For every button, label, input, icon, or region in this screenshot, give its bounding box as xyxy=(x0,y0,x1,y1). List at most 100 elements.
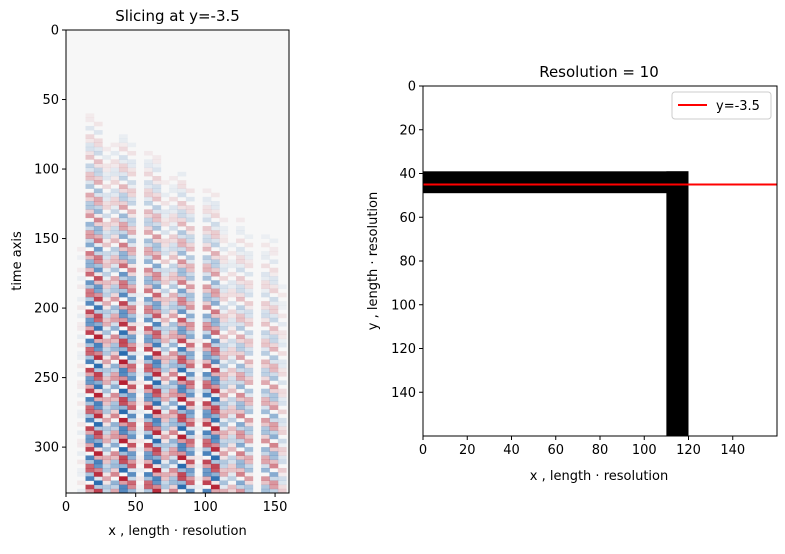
heatmap-cell xyxy=(144,284,153,290)
heatmap-cell xyxy=(219,480,229,486)
heatmap-cell xyxy=(185,413,195,419)
heatmap-cell xyxy=(227,301,237,306)
heatmap-cell xyxy=(127,267,137,273)
heatmap-cell xyxy=(269,284,279,290)
heatmap-cell xyxy=(102,417,111,423)
heatmap-cell xyxy=(202,442,212,448)
heatmap-cell xyxy=(160,434,170,440)
heatmap-cell xyxy=(219,355,229,360)
heatmap-cell xyxy=(118,484,128,490)
heatmap-cell xyxy=(169,392,178,398)
heatmap-cell xyxy=(152,376,162,381)
heatmap-cell xyxy=(261,467,270,473)
heatmap-cell xyxy=(177,221,187,227)
heatmap-cell xyxy=(202,376,212,381)
heatmap-cell xyxy=(152,271,162,277)
y-tick-label: 200 xyxy=(34,302,59,317)
heatmap-cell xyxy=(93,180,103,185)
heatmap-cell xyxy=(118,230,128,235)
heatmap-cell xyxy=(244,363,254,369)
heatmap-cell xyxy=(102,347,111,352)
heatmap-cell xyxy=(152,305,162,310)
heatmap-cell xyxy=(219,422,229,427)
heatmap-cell xyxy=(93,201,103,206)
heatmap-cell xyxy=(261,242,270,248)
heatmap-cell xyxy=(227,309,237,315)
heatmap-cell xyxy=(110,426,120,431)
heatmap-cell xyxy=(152,355,162,360)
heatmap-cell xyxy=(185,405,195,410)
heatmap-cell xyxy=(152,180,162,185)
heatmap-cell xyxy=(102,384,111,390)
heatmap-cell xyxy=(102,238,111,244)
heatmap-cell xyxy=(77,401,86,406)
heatmap-cell xyxy=(185,434,195,440)
heatmap-cell xyxy=(110,226,120,231)
heatmap-cell xyxy=(102,184,111,189)
heatmap-cell xyxy=(169,488,178,493)
heatmap-cell xyxy=(152,359,162,365)
heatmap-cell xyxy=(202,226,212,231)
heatmap-cell xyxy=(210,226,220,231)
heatmap-cell xyxy=(127,384,137,390)
heatmap-cell xyxy=(261,459,270,465)
heatmap-cell xyxy=(144,196,153,202)
heatmap-cell xyxy=(219,413,229,419)
heatmap-cell xyxy=(227,438,237,444)
heatmap-cell xyxy=(102,401,111,406)
heatmap-cell xyxy=(85,209,95,214)
heatmap-cell xyxy=(227,284,237,290)
heatmap-cell xyxy=(202,422,212,427)
heatmap-cell xyxy=(169,313,178,319)
heatmap-cell xyxy=(152,155,162,160)
heatmap-cell xyxy=(160,380,170,385)
heatmap-cell xyxy=(244,330,254,335)
heatmap-cell xyxy=(244,347,254,352)
vertical-waveguide-arm xyxy=(666,171,689,436)
heatmap-cell xyxy=(160,296,170,302)
heatmap-cell xyxy=(110,209,120,214)
heatmap-cell xyxy=(236,238,245,244)
heatmap-cell xyxy=(227,263,237,269)
heatmap-cell xyxy=(244,401,254,406)
heatmap-cell xyxy=(236,226,245,231)
heatmap-cell xyxy=(93,376,103,381)
heatmap-cell xyxy=(210,430,220,435)
heatmap-cell xyxy=(210,438,220,444)
heatmap-cell xyxy=(210,388,220,394)
heatmap-cell xyxy=(185,480,195,486)
heatmap-cell xyxy=(118,280,128,285)
heatmap-cell xyxy=(185,409,195,415)
heatmap-cell xyxy=(261,301,270,306)
heatmap-cell xyxy=(227,434,237,440)
heatmap-cell xyxy=(127,347,137,352)
heatmap-cell xyxy=(169,330,178,335)
heatmap-cell xyxy=(177,451,187,456)
heatmap-cell xyxy=(227,413,237,419)
heatmap-cell xyxy=(236,255,245,260)
heatmap-cell xyxy=(110,163,120,169)
heatmap-cell xyxy=(127,476,137,481)
heatmap-cell xyxy=(210,455,220,461)
heatmap-cell xyxy=(127,276,137,281)
left-y-axis-label: time axis xyxy=(10,231,25,291)
heatmap-cell xyxy=(144,355,153,360)
heatmap-cell xyxy=(210,347,220,352)
heatmap-cell xyxy=(102,430,111,435)
heatmap-cell xyxy=(219,305,229,310)
heatmap-cell xyxy=(93,434,103,440)
heatmap-cell xyxy=(261,288,270,294)
heatmap-cell xyxy=(261,367,270,373)
heatmap-cell xyxy=(202,326,212,331)
heatmap-cell xyxy=(102,263,111,269)
heatmap-cell xyxy=(202,476,212,481)
heatmap-cell xyxy=(152,267,162,273)
heatmap-cell xyxy=(93,175,103,181)
heatmap-cell xyxy=(77,276,86,281)
left-x-axis-label: x , length · resolution xyxy=(108,524,246,539)
heatmap-cell xyxy=(102,175,111,181)
heatmap-cell xyxy=(169,326,178,331)
heatmap-cell xyxy=(118,284,128,290)
heatmap-cell xyxy=(144,150,153,156)
heatmap-cell xyxy=(85,234,95,239)
